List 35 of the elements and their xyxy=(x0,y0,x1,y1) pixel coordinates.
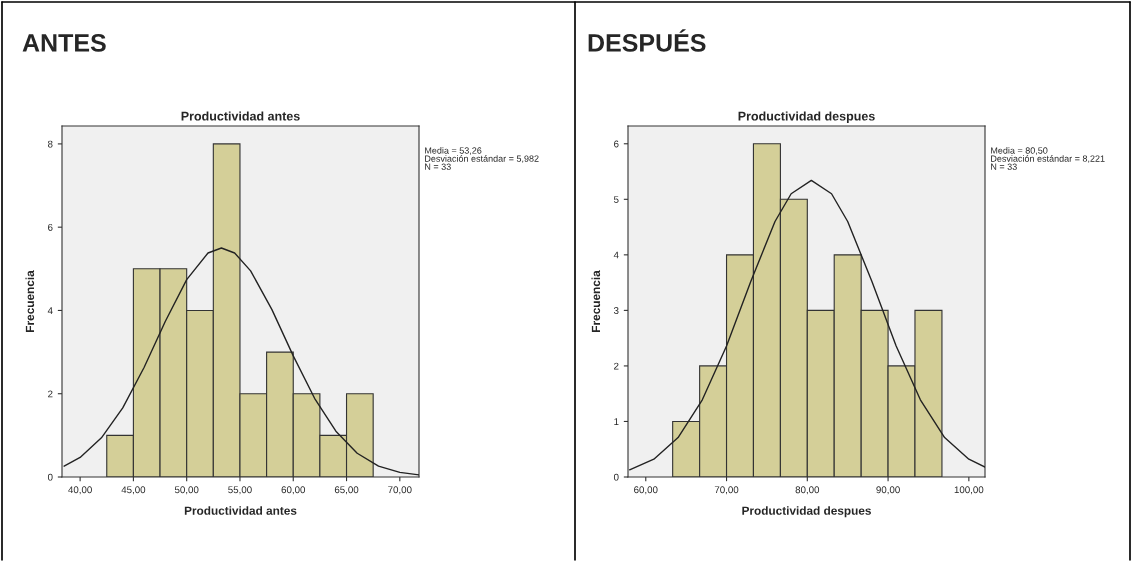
y-tick-label: 2 xyxy=(48,390,53,398)
x-tick-label: 60,00 xyxy=(634,486,658,495)
y-tick-label: 1 xyxy=(614,418,619,425)
y-tick-label: 0 xyxy=(613,473,619,481)
y-tick-label: 6 xyxy=(614,140,619,148)
text: Media = 53,26 Desviación estándar = 5,982 N = 33 xyxy=(425,147,539,170)
text: Media = 80,50 Desviación estándar = 8,221 N = 33 xyxy=(991,147,1105,170)
x-tick-label: 80,00 xyxy=(795,486,820,495)
x-tick-label: 70,00 xyxy=(388,486,412,495)
x-tick-label: 65,00 xyxy=(334,486,359,495)
x-axis-title: Productividad despues xyxy=(742,506,871,518)
y-tick-label: 5 xyxy=(613,196,619,203)
y-tick-label: 4 xyxy=(47,307,53,314)
y-tick-label: 4 xyxy=(613,251,619,259)
y-tick-label: 2 xyxy=(614,362,619,370)
x-tick-label: 60,00 xyxy=(281,486,306,495)
y-axis-title: Frecuencia xyxy=(591,270,601,332)
x-tick-label: 70,00 xyxy=(714,486,739,495)
x-axis-title: Productividad antes xyxy=(184,506,297,515)
x-tick-label: 55,00 xyxy=(228,486,252,495)
chart-subtitle: Productividad antes xyxy=(181,111,300,121)
chart-title: ANTES xyxy=(22,34,106,52)
chart-subtitle: Productividad despues xyxy=(738,111,875,124)
y-axis-title: Frecuencia xyxy=(25,270,35,332)
x-tick-label: 50,00 xyxy=(174,486,199,495)
x-tick-label: 45,00 xyxy=(121,486,146,495)
y-tick-label: 6 xyxy=(48,223,53,231)
y-tick-label: 8 xyxy=(47,140,53,148)
line-series xyxy=(628,179,985,471)
x-tick-label: 40,00 xyxy=(68,486,92,495)
x-tick-label: 90,00 xyxy=(876,486,900,495)
y-tick-label: 3 xyxy=(613,307,619,314)
y-tick-label: 0 xyxy=(47,473,53,481)
chart-title: DESPUÉS xyxy=(588,29,706,52)
x-tick-label: 100,00 xyxy=(954,486,984,495)
